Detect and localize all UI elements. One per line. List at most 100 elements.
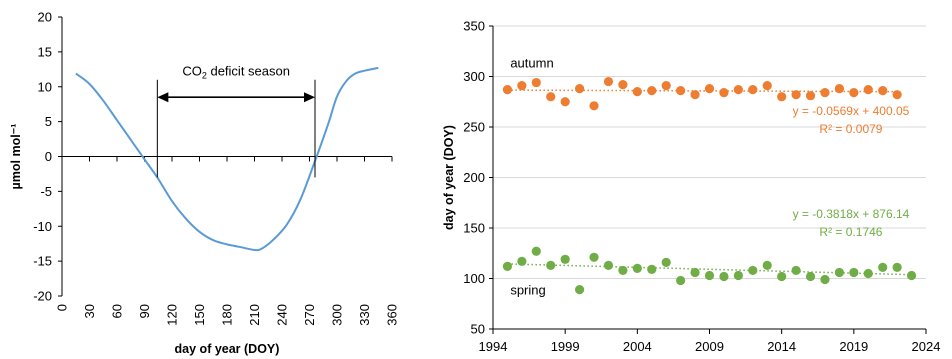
autumn-point <box>892 90 902 100</box>
left-y-tick-label: 15 <box>38 44 52 59</box>
spring-point <box>863 268 873 279</box>
autumn-point <box>719 88 729 98</box>
right-y-tick-labels: 50 100 150 200 250 300 350 <box>463 19 485 337</box>
autumn-point <box>589 101 599 111</box>
spring-point <box>618 265 628 276</box>
autumn-point <box>661 80 671 91</box>
left-axes <box>58 16 393 297</box>
left-x-tick-label: 330 <box>357 304 372 326</box>
right-x-tick-label: 2019 <box>839 339 868 354</box>
right-x-tick-labels: 1994 1999 2004 2009 2014 2019 2024 <box>479 339 941 354</box>
left-y-tick-label: 10 <box>38 79 52 94</box>
autumn-point <box>748 85 758 95</box>
right-y-axis-label: day of year (DOY) <box>442 125 456 230</box>
left-x-tick-label: 120 <box>165 304 180 326</box>
left-x-tick-labels: 0 30 60 90 120 150 180 210 240 270 300 330 360 <box>55 304 400 326</box>
spring-trend-equation: y = -0.3818x + 876.14 <box>793 207 910 221</box>
left-x-tick-label: 210 <box>247 304 262 326</box>
deficit-season-label: CO2 deficit season <box>182 64 290 81</box>
left-x-axis-label: day of year (DOY) <box>175 342 280 356</box>
left-x-tick-label: 90 <box>137 304 152 318</box>
spring-point <box>517 256 527 266</box>
left-deficit-annotation <box>156 79 316 178</box>
left-y-tick-label: -20 <box>33 289 52 304</box>
left-y-tick-label: -5 <box>40 184 52 199</box>
spring-trendline <box>507 263 912 276</box>
spring-point <box>704 270 715 281</box>
autumn-point <box>704 84 715 94</box>
left-x-tick-label: 0 <box>55 304 70 311</box>
autumn-point <box>878 86 888 96</box>
left-x-tick-label: 300 <box>330 304 345 326</box>
right-x-tick-label: 2024 <box>912 339 941 354</box>
spring-point <box>502 261 513 271</box>
spring-point <box>676 275 686 286</box>
spring-point <box>849 267 859 278</box>
left-x-tick-label: 360 <box>385 304 400 326</box>
autumn-point <box>690 90 700 100</box>
spring-point <box>575 285 585 295</box>
spring-point <box>647 264 657 275</box>
right-points <box>502 76 917 295</box>
right-y-tick-label: 250 <box>463 120 485 135</box>
right-y-tick-label: 150 <box>463 221 485 236</box>
autumn-point <box>849 88 859 98</box>
autumn-trend-equation: y = -0.0569x + 400.05 <box>793 104 910 118</box>
autumn-trendline <box>507 89 898 93</box>
spring-point <box>661 257 671 267</box>
spring-point <box>690 267 700 278</box>
right-y-tick-label: 300 <box>463 69 485 84</box>
spring-point <box>748 265 758 276</box>
spring-point <box>892 262 902 272</box>
autumn-point <box>805 91 816 101</box>
spring-point <box>777 271 787 282</box>
left-x-tick-label: 60 <box>110 304 125 318</box>
autumn-point <box>546 92 556 102</box>
right-gridlines <box>493 25 926 279</box>
right-y-tick-label: 50 <box>471 322 485 337</box>
spring-point <box>805 271 816 282</box>
spring-point <box>560 254 570 264</box>
deficit-arrow-right-head <box>304 92 315 103</box>
left-x-tick-label: 150 <box>192 304 207 326</box>
left-x-tick-label: 180 <box>220 304 235 326</box>
spring-point <box>733 270 743 281</box>
autumn-point <box>575 84 585 94</box>
left-y-tick-label: -10 <box>33 219 52 234</box>
autumn-point <box>733 85 743 95</box>
spring-point <box>791 265 801 276</box>
left-y-tick-label: -15 <box>33 254 52 269</box>
autumn-point <box>762 80 772 91</box>
autumn-point <box>676 86 686 96</box>
right-x-tick-label: 1999 <box>551 339 580 354</box>
spring-series-label: spring <box>510 283 545 298</box>
spring-point <box>834 267 845 278</box>
spring-point <box>546 260 556 270</box>
left-x-tick-label: 30 <box>82 304 97 318</box>
right-trendlines <box>507 89 912 276</box>
spring-point <box>603 260 614 270</box>
autumn-point <box>820 88 830 98</box>
autumn-point <box>531 77 541 88</box>
spring-point <box>878 262 888 272</box>
autumn-point <box>777 92 787 102</box>
spring-point <box>906 270 917 281</box>
autumn-point <box>560 97 570 107</box>
autumn-point <box>517 80 527 91</box>
spring-point <box>820 274 830 285</box>
right-y-tick-label: 200 <box>463 170 485 185</box>
spring-point <box>589 252 599 262</box>
spring-point <box>762 260 772 270</box>
left-x-tick-label: 240 <box>275 304 290 326</box>
spring-point <box>531 246 541 256</box>
autumn-point <box>863 85 873 95</box>
deficit-arrow-left-head <box>157 92 169 103</box>
spring-point <box>719 271 729 282</box>
autumn-point <box>791 90 801 100</box>
right-x-tick-label: 2004 <box>623 339 652 354</box>
left-y-tick-label: 0 <box>45 149 52 164</box>
right-x-tick-label: 1994 <box>479 339 508 354</box>
right-x-tick-label: 2009 <box>695 339 724 354</box>
left-y-axis-label: µmol mol⁻¹ <box>9 124 23 190</box>
